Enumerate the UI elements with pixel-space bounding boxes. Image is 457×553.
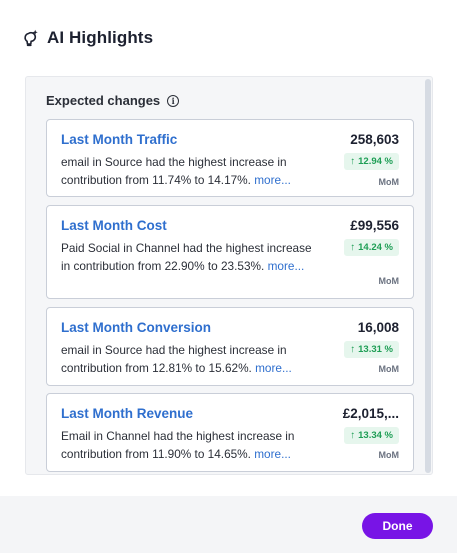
period-label: MoM xyxy=(378,276,400,286)
card-title[interactable]: Last Month Traffic xyxy=(61,132,178,147)
section-title: Expected changes xyxy=(46,93,161,108)
highlights-panel: Expected changes i Last Month Traffic 25… xyxy=(25,76,433,475)
highlight-card-cost[interactable]: Last Month Cost £99,556 Paid Social in C… xyxy=(46,205,414,299)
dialog-title: AI Highlights xyxy=(47,28,154,47)
card-title[interactable]: Last Month Conversion xyxy=(61,320,212,335)
period-label: MoM xyxy=(378,364,400,374)
more-link[interactable]: more... xyxy=(254,173,291,187)
card-description: email in Source had the highest increase… xyxy=(61,343,292,375)
section-header: Expected changes i xyxy=(46,93,180,108)
card-title[interactable]: Last Month Revenue xyxy=(61,406,194,421)
card-description: email in Source had the highest increase… xyxy=(61,155,291,187)
change-badge: ↑ 13.34 % xyxy=(344,427,399,444)
more-link[interactable]: more... xyxy=(255,361,292,375)
arrow-up-icon: ↑ xyxy=(350,241,356,253)
sparkle-bulb-icon xyxy=(22,29,39,47)
card-value: 258,603 xyxy=(350,132,399,147)
change-badge: ↑ 14.24 % xyxy=(344,239,399,256)
done-button[interactable]: Done xyxy=(362,513,433,539)
arrow-up-icon: ↑ xyxy=(350,155,356,167)
highlight-card-revenue[interactable]: Last Month Revenue £2,015,... Email in C… xyxy=(46,393,414,472)
change-badge: ↑ 12.94 % xyxy=(344,153,399,170)
highlight-card-traffic[interactable]: Last Month Traffic 258,603 email in Sour… xyxy=(46,119,414,197)
card-value: £99,556 xyxy=(350,218,399,233)
arrow-up-icon: ↑ xyxy=(350,343,356,355)
card-value: 16,008 xyxy=(357,320,399,335)
highlight-card-conversion[interactable]: Last Month Conversion 16,008 email in So… xyxy=(46,307,414,386)
arrow-up-icon: ↑ xyxy=(350,429,356,441)
card-description: Email in Channel had the highest increas… xyxy=(61,429,295,461)
more-link[interactable]: more... xyxy=(254,447,291,461)
period-label: MoM xyxy=(378,450,400,460)
dialog-header: AI Highlights xyxy=(22,26,153,50)
change-badge: ↑ 13.31 % xyxy=(344,341,399,358)
card-description: Paid Social in Channel had the highest i… xyxy=(61,241,312,273)
card-value: £2,015,... xyxy=(342,406,399,421)
panel-scrollbar[interactable] xyxy=(425,79,431,473)
info-icon[interactable]: i xyxy=(167,94,180,107)
card-title[interactable]: Last Month Cost xyxy=(61,218,167,233)
more-link[interactable]: more... xyxy=(267,259,305,273)
period-label: MoM xyxy=(378,177,400,187)
